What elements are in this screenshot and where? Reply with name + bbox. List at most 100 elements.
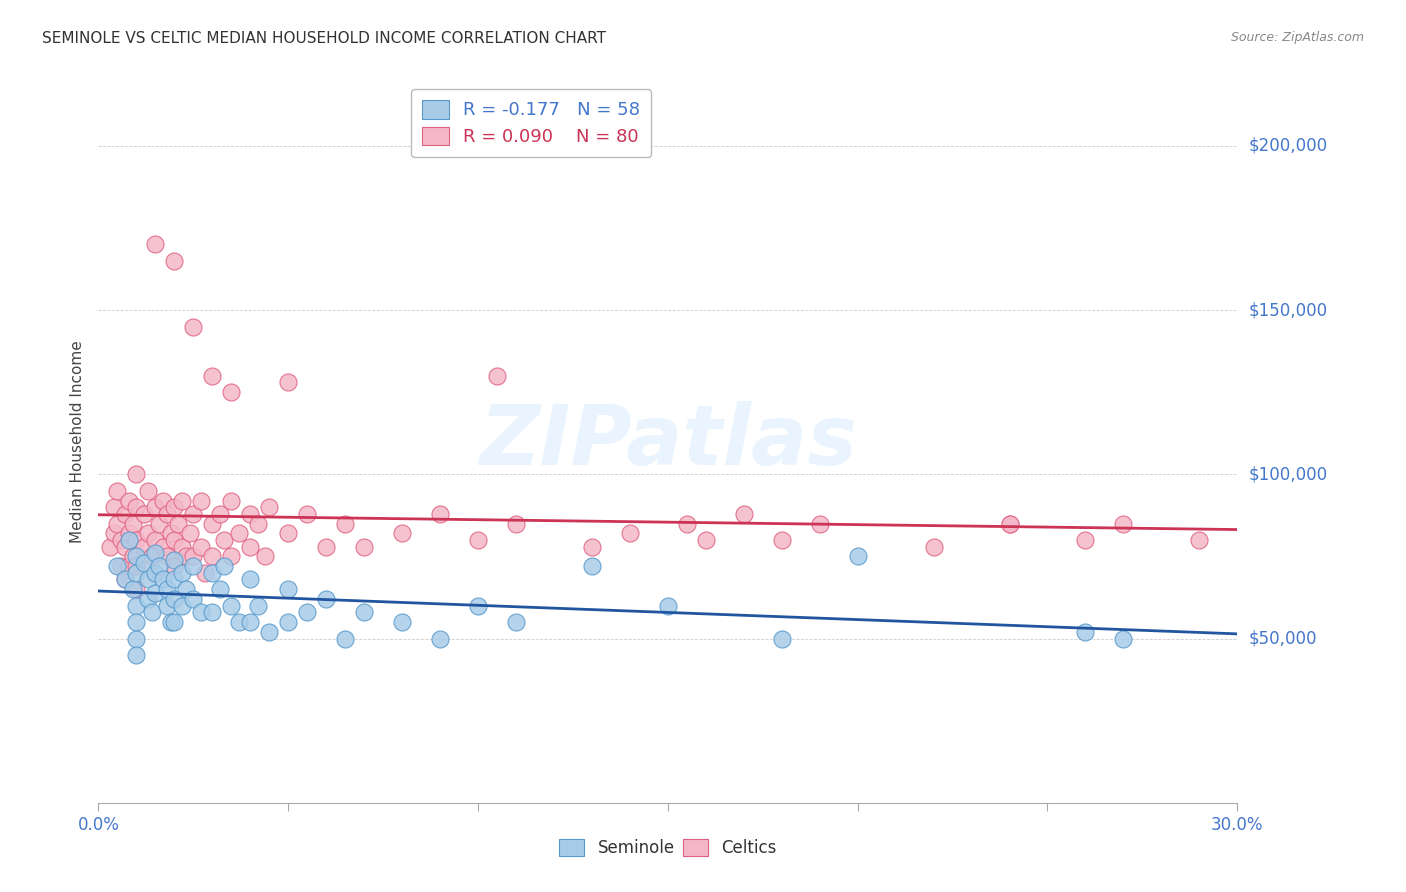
Point xyxy=(163,500,186,515)
Point xyxy=(170,493,193,508)
Point xyxy=(297,605,319,619)
Text: $200,000: $200,000 xyxy=(1249,137,1327,155)
Point xyxy=(167,516,190,531)
Point xyxy=(170,540,193,554)
Point xyxy=(125,533,148,547)
Point xyxy=(163,592,186,607)
Point xyxy=(121,516,143,531)
Point xyxy=(141,605,163,619)
Point xyxy=(141,549,163,564)
Point xyxy=(770,632,793,646)
Point xyxy=(107,559,129,574)
Point xyxy=(846,549,869,564)
Point xyxy=(1074,625,1097,640)
Point xyxy=(125,599,148,613)
Point xyxy=(118,526,141,541)
Point xyxy=(114,573,136,587)
Point xyxy=(110,559,132,574)
Point xyxy=(221,549,243,564)
Point xyxy=(118,559,141,574)
Point xyxy=(221,385,243,400)
Point xyxy=(152,573,174,587)
Point xyxy=(183,507,205,521)
Point xyxy=(183,549,205,564)
Point xyxy=(259,625,281,640)
Point xyxy=(733,507,755,521)
Point xyxy=(110,533,132,547)
Point xyxy=(118,493,141,508)
Point xyxy=(190,493,212,508)
Point xyxy=(125,632,148,646)
Point xyxy=(619,526,641,541)
Point xyxy=(132,540,155,554)
Point xyxy=(581,540,603,554)
Point xyxy=(118,533,141,547)
Point xyxy=(277,582,299,597)
Point xyxy=(159,615,181,630)
Point xyxy=(391,526,413,541)
Point xyxy=(239,573,262,587)
Point xyxy=(201,566,224,580)
Point xyxy=(770,533,793,547)
Point xyxy=(145,566,167,580)
Point xyxy=(163,559,186,574)
Point xyxy=(156,549,179,564)
Point xyxy=(246,516,269,531)
Point xyxy=(208,582,231,597)
Point xyxy=(277,376,299,390)
Text: SEMINOLE VS CELTIC MEDIAN HOUSEHOLD INCOME CORRELATION CHART: SEMINOLE VS CELTIC MEDIAN HOUSEHOLD INCO… xyxy=(42,31,606,46)
Point xyxy=(183,319,205,334)
Point xyxy=(125,582,148,597)
Point xyxy=(103,500,125,515)
Point xyxy=(179,526,201,541)
Point xyxy=(239,507,262,521)
Point xyxy=(190,605,212,619)
Point xyxy=(505,615,527,630)
Point xyxy=(114,573,136,587)
Point xyxy=(136,526,159,541)
Point xyxy=(121,549,143,564)
Point xyxy=(163,253,186,268)
Point xyxy=(132,507,155,521)
Point xyxy=(429,632,451,646)
Point xyxy=(163,573,186,587)
Point xyxy=(145,533,167,547)
Point xyxy=(259,500,281,515)
Point xyxy=(1112,516,1135,531)
Y-axis label: Median Household Income: Median Household Income xyxy=(70,340,86,543)
Point xyxy=(183,559,205,574)
Point xyxy=(125,648,148,662)
Point xyxy=(148,516,170,531)
Point xyxy=(208,507,231,521)
Point xyxy=(145,546,167,560)
Point xyxy=(159,526,181,541)
Point xyxy=(194,566,217,580)
Point xyxy=(228,526,250,541)
Point xyxy=(190,540,212,554)
Point xyxy=(121,582,143,597)
Point xyxy=(1188,533,1211,547)
Point xyxy=(467,533,489,547)
Point xyxy=(201,516,224,531)
Point xyxy=(156,507,179,521)
Point xyxy=(467,599,489,613)
Point xyxy=(201,549,224,564)
Point xyxy=(114,507,136,521)
Point xyxy=(429,507,451,521)
Point xyxy=(132,556,155,570)
Point xyxy=(212,559,235,574)
Point xyxy=(98,540,121,554)
Point xyxy=(174,549,197,564)
Text: Source: ZipAtlas.com: Source: ZipAtlas.com xyxy=(1230,31,1364,45)
Text: $150,000: $150,000 xyxy=(1249,301,1327,319)
Point xyxy=(221,599,243,613)
Point xyxy=(107,483,129,498)
Point xyxy=(125,559,148,574)
Point xyxy=(163,533,186,547)
Point xyxy=(486,368,509,383)
Point xyxy=(156,582,179,597)
Point xyxy=(998,516,1021,531)
Point xyxy=(125,615,148,630)
Point xyxy=(998,516,1021,531)
Point xyxy=(657,599,679,613)
